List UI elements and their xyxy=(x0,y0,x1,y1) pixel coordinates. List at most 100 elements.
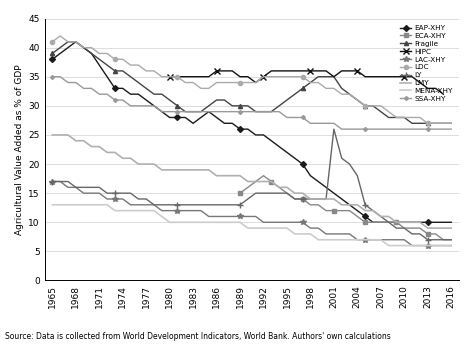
MENA-XHY xyxy=(237,220,243,224)
LAC-XHY xyxy=(448,244,454,248)
LDC xyxy=(57,34,63,38)
MENA-XHY xyxy=(448,244,454,248)
Fragile xyxy=(448,121,454,125)
LDC xyxy=(448,121,454,125)
LY xyxy=(331,127,337,131)
ECA-XHY xyxy=(292,197,298,201)
EAP-XHY xyxy=(300,162,305,166)
HIPC xyxy=(268,69,274,73)
Line: MENA-XHY: MENA-XHY xyxy=(52,205,451,246)
HIPC xyxy=(378,75,383,79)
LY xyxy=(81,185,86,190)
HIPC xyxy=(206,75,211,79)
MENA-XHY xyxy=(386,244,392,248)
EAP-XHY xyxy=(268,139,274,143)
Line: LY: LY xyxy=(50,126,454,243)
HIPC xyxy=(308,69,313,73)
LMY xyxy=(292,191,298,195)
EAP-XHY xyxy=(315,180,321,184)
ECA-XHY xyxy=(448,238,454,242)
MENA-XHY xyxy=(308,232,313,236)
HIPC xyxy=(339,69,345,73)
LDC xyxy=(89,45,94,50)
LDC xyxy=(245,80,251,85)
Line: LDC: LDC xyxy=(50,34,453,125)
ECA-XHY xyxy=(284,191,290,195)
ECA-XHY xyxy=(401,226,407,230)
ECA-XHY xyxy=(245,185,251,190)
HIPC xyxy=(386,75,392,79)
EAP-XHY xyxy=(89,51,94,55)
LDC xyxy=(49,40,55,44)
MENA-XHY xyxy=(81,203,86,207)
Legend: EAP-XHY, ECA-XHY, Fragile, HIPC, LAC-XHY, LDC, LY, LMY, MENA-XHY, SSA-XHY: EAP-XHY, ECA-XHY, Fragile, HIPC, LAC-XHY… xyxy=(398,22,456,105)
HIPC xyxy=(362,75,368,79)
ECA-XHY xyxy=(370,220,376,224)
HIPC xyxy=(393,75,399,79)
ECA-XHY xyxy=(433,232,438,236)
HIPC xyxy=(198,75,204,79)
LDC xyxy=(198,86,204,90)
LY xyxy=(237,203,243,207)
ECA-XHY xyxy=(323,208,329,213)
SSA-XHY xyxy=(339,127,345,131)
Fragile xyxy=(409,121,415,125)
ECA-XHY xyxy=(331,208,337,213)
SSA-XHY xyxy=(49,75,55,79)
HIPC xyxy=(292,69,298,73)
LAC-XHY xyxy=(409,244,415,248)
ECA-XHY xyxy=(378,220,383,224)
LAC-XHY xyxy=(81,191,86,195)
LY xyxy=(190,203,196,207)
HIPC xyxy=(229,69,235,73)
ECA-XHY xyxy=(440,238,446,242)
LMY xyxy=(417,220,423,224)
LY xyxy=(308,197,313,201)
LY xyxy=(425,238,430,242)
ECA-XHY xyxy=(237,191,243,195)
Fragile xyxy=(89,51,94,55)
LDC xyxy=(268,75,274,79)
HIPC xyxy=(355,69,360,73)
SSA-XHY xyxy=(425,127,430,131)
SSA-XHY xyxy=(448,127,454,131)
ECA-XHY xyxy=(253,180,258,184)
HIPC xyxy=(425,86,430,90)
Text: Source: Data is collected from World Development Indicators, World Bank. Authors: Source: Data is collected from World Dev… xyxy=(5,332,391,341)
HIPC xyxy=(331,75,337,79)
HIPC xyxy=(417,80,423,85)
HIPC xyxy=(284,69,290,73)
ECA-XHY xyxy=(315,203,321,207)
HIPC xyxy=(323,69,329,73)
LMY xyxy=(190,168,196,172)
EAP-XHY xyxy=(49,57,55,61)
ECA-XHY xyxy=(393,220,399,224)
ECA-XHY xyxy=(409,226,415,230)
Line: ECA-XHY: ECA-XHY xyxy=(238,174,453,242)
Fragile xyxy=(315,75,321,79)
SSA-XHY xyxy=(81,86,86,90)
LY xyxy=(261,191,266,195)
ECA-XHY xyxy=(425,232,430,236)
HIPC xyxy=(237,75,243,79)
ECA-XHY xyxy=(276,185,282,190)
ECA-XHY xyxy=(417,226,423,230)
Fragile xyxy=(198,110,204,114)
HIPC xyxy=(261,75,266,79)
ECA-XHY xyxy=(355,214,360,218)
HIPC xyxy=(276,69,282,73)
HIPC xyxy=(167,75,173,79)
ECA-XHY xyxy=(386,220,392,224)
LAC-XHY xyxy=(425,244,430,248)
LMY xyxy=(237,174,243,178)
ECA-XHY xyxy=(300,197,305,201)
MENA-XHY xyxy=(190,220,196,224)
LMY xyxy=(49,133,55,137)
SSA-XHY xyxy=(190,110,196,114)
LY xyxy=(292,197,298,201)
LMY xyxy=(81,139,86,143)
Line: Fragile: Fragile xyxy=(50,40,453,125)
ECA-XHY xyxy=(268,180,274,184)
MENA-XHY xyxy=(425,244,430,248)
MENA-XHY xyxy=(49,203,55,207)
